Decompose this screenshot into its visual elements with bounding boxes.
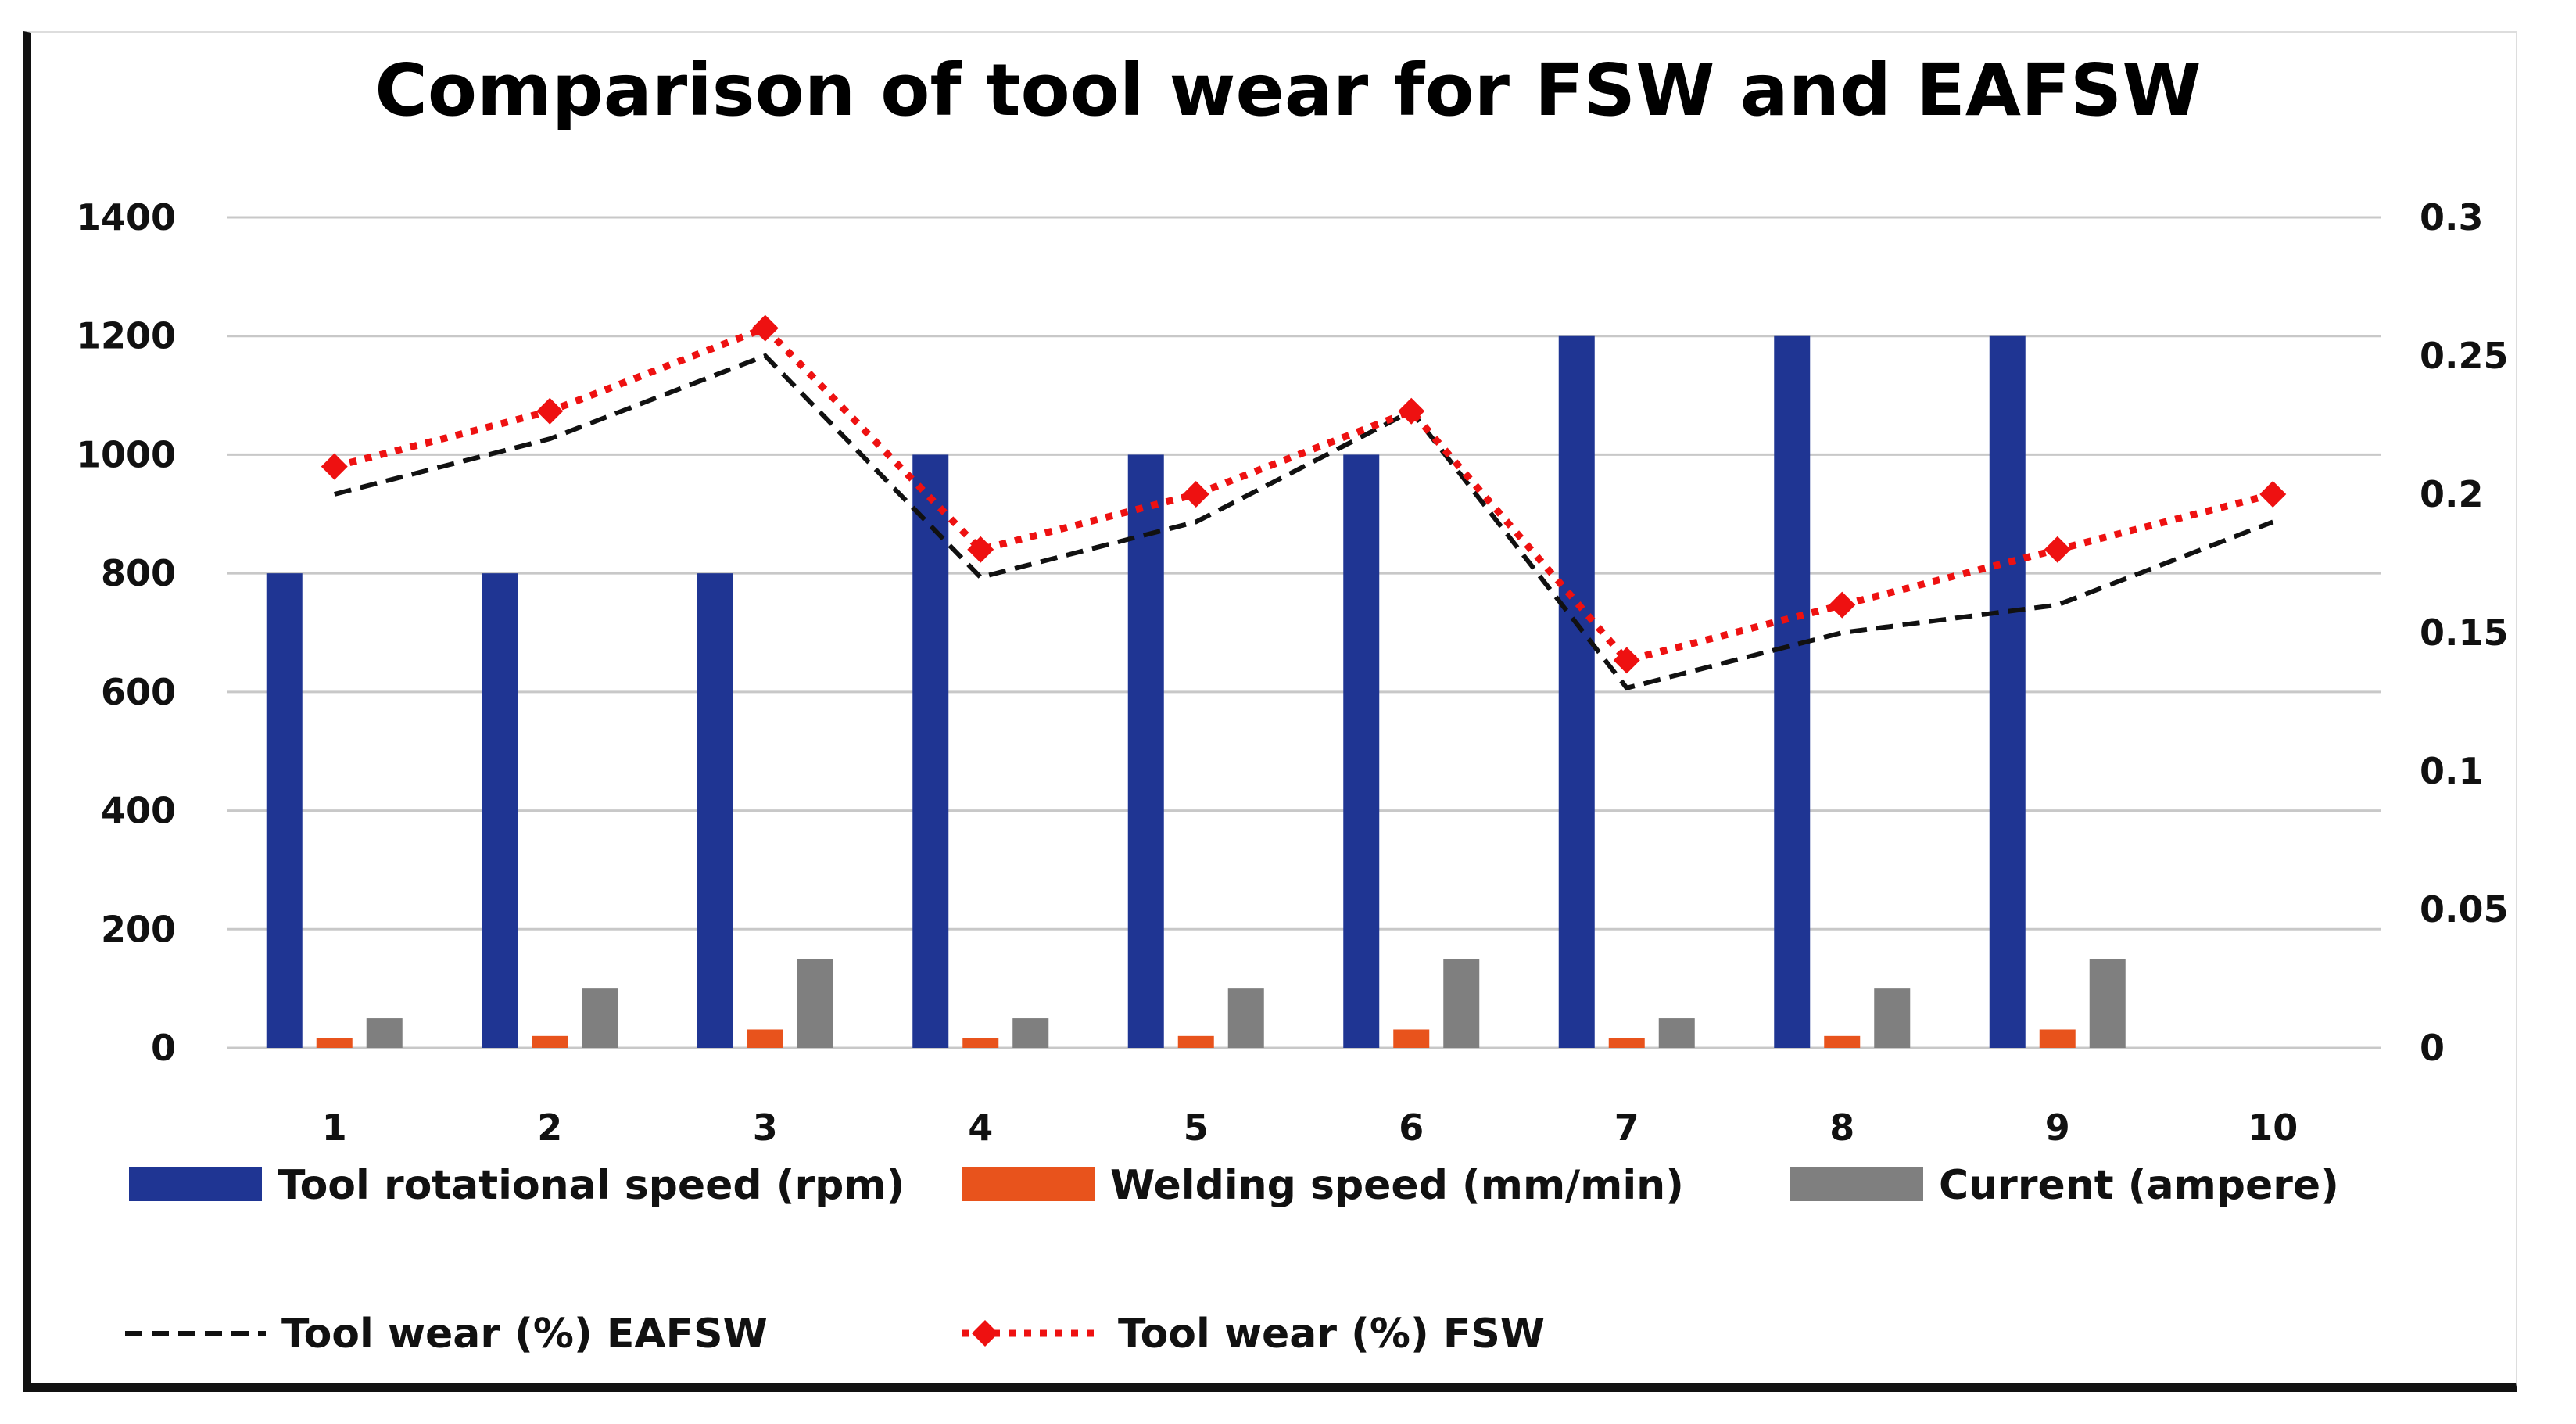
y-right-tick-label: 0.2 bbox=[2420, 473, 2484, 515]
legend-label: Tool wear (%) FSW bbox=[1118, 1311, 1545, 1358]
y-right-tick-label: 0.3 bbox=[2420, 196, 2484, 239]
legend-swatch bbox=[129, 1167, 262, 1201]
legend-label: Tool wear (%) EAFSW bbox=[281, 1311, 768, 1358]
legend-swatch bbox=[1790, 1167, 1923, 1201]
x-tick-label: 9 bbox=[2045, 1107, 2070, 1149]
y-right-tick-label: 0 bbox=[2420, 1027, 2445, 1069]
bar bbox=[1012, 1018, 1049, 1048]
bar bbox=[1127, 454, 1164, 1048]
data-point bbox=[1829, 591, 1856, 619]
data-point bbox=[1182, 481, 1209, 508]
bar bbox=[1608, 1038, 1645, 1048]
y-left-tick-label: 200 bbox=[101, 908, 176, 950]
bar bbox=[1227, 988, 1264, 1048]
x-tick-label: 7 bbox=[1614, 1107, 1639, 1149]
bar bbox=[797, 959, 833, 1048]
bar bbox=[1343, 454, 1380, 1048]
y-left-tick-label: 400 bbox=[101, 790, 176, 832]
legend-marker bbox=[972, 1320, 998, 1347]
data-point bbox=[2044, 536, 2071, 563]
y-right-tick-label: 0.25 bbox=[2420, 335, 2509, 377]
data-point bbox=[751, 314, 779, 342]
bar bbox=[316, 1038, 353, 1048]
bar bbox=[697, 573, 733, 1048]
series-line bbox=[333, 324, 2274, 665]
bar bbox=[1774, 335, 1811, 1048]
x-tick-label: 2 bbox=[537, 1107, 562, 1149]
legend-swatch bbox=[962, 1167, 1095, 1201]
data-point bbox=[1613, 647, 1640, 674]
y-left-tick-label: 0 bbox=[151, 1027, 176, 1069]
bar bbox=[1393, 1029, 1430, 1048]
bar bbox=[1558, 335, 1595, 1048]
bar bbox=[1443, 959, 1480, 1048]
legend-label: Welding speed (mm/min) bbox=[1110, 1162, 1684, 1209]
y-right-tick-label: 0.05 bbox=[2420, 888, 2509, 931]
x-tick-label: 3 bbox=[753, 1107, 778, 1149]
x-tick-label: 10 bbox=[2248, 1107, 2298, 1149]
x-tick-label: 4 bbox=[968, 1107, 993, 1149]
data-point bbox=[967, 536, 994, 563]
legend-label: Tool rotational speed (rpm) bbox=[278, 1162, 905, 1209]
data-point bbox=[321, 453, 348, 480]
legend-label: Current (ampere) bbox=[1939, 1162, 2339, 1209]
bar bbox=[266, 573, 303, 1048]
y-left-tick-label: 1000 bbox=[76, 433, 176, 475]
bar bbox=[912, 454, 949, 1048]
y-left-tick-label: 600 bbox=[101, 671, 176, 713]
bar bbox=[1824, 1035, 1861, 1048]
bar bbox=[2089, 959, 2126, 1048]
bar bbox=[2039, 1029, 2076, 1048]
chart-title: Comparison of tool wear for FSW and EAFS… bbox=[374, 48, 2202, 132]
bar bbox=[747, 1029, 783, 1048]
x-tick-label: 5 bbox=[1184, 1107, 1209, 1149]
x-tick-label: 6 bbox=[1399, 1107, 1424, 1149]
bar bbox=[1658, 1018, 1695, 1048]
y-left-tick-label: 800 bbox=[101, 552, 176, 594]
bar bbox=[532, 1035, 568, 1048]
bar bbox=[1989, 335, 2026, 1048]
bar bbox=[366, 1018, 403, 1048]
x-tick-label: 8 bbox=[1829, 1107, 1854, 1149]
data-point bbox=[1398, 397, 1425, 425]
chart-frame bbox=[23, 31, 2517, 1392]
bar bbox=[1177, 1035, 1214, 1048]
y-right-tick-label: 0.1 bbox=[2420, 750, 2484, 792]
bar bbox=[582, 988, 618, 1048]
y-right-tick-label: 0.15 bbox=[2420, 612, 2509, 654]
x-tick-label: 1 bbox=[322, 1107, 347, 1149]
y-left-tick-label: 1400 bbox=[76, 196, 176, 239]
bar bbox=[1874, 988, 1911, 1048]
y-left-tick-label: 1200 bbox=[76, 315, 176, 357]
data-point bbox=[536, 397, 564, 425]
bar bbox=[962, 1038, 999, 1048]
data-point bbox=[2259, 481, 2287, 508]
bar bbox=[482, 573, 518, 1048]
series-line bbox=[334, 353, 2274, 691]
